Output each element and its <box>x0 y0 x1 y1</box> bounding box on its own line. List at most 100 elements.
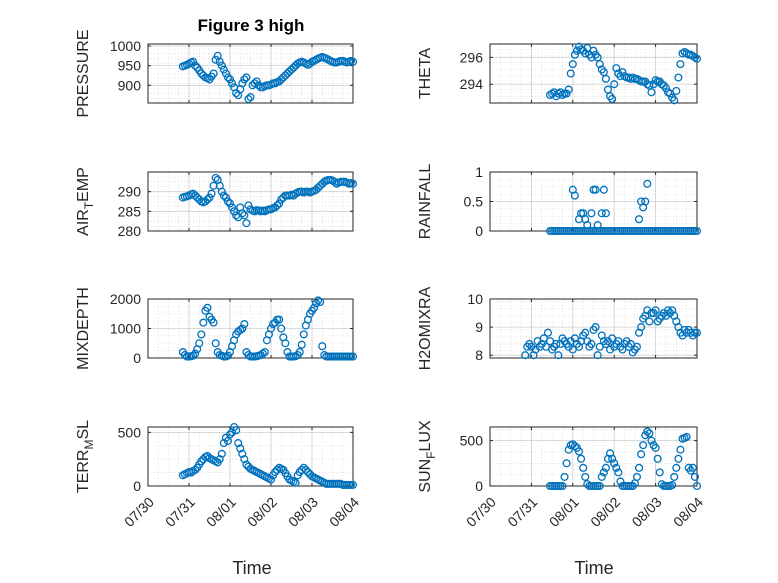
y-tick-label: 900 <box>118 77 142 93</box>
data-point <box>616 477 625 486</box>
data-point <box>558 481 567 491</box>
data-point <box>348 179 358 188</box>
data-point <box>348 352 358 361</box>
data-point <box>275 199 284 208</box>
data-point <box>291 478 300 487</box>
data-point <box>593 221 602 230</box>
y-tick-label: 1000 <box>110 321 141 337</box>
data-point <box>189 351 198 360</box>
y-tick-label: 0 <box>133 350 141 366</box>
data-point <box>240 211 249 220</box>
data-point <box>236 325 245 335</box>
data-point <box>217 61 226 70</box>
data-point <box>589 46 598 55</box>
y-axis-label-main: TERR <box>75 450 92 494</box>
y-axis-label-main: H2OMIXRA <box>417 286 434 370</box>
data-point <box>670 472 679 481</box>
data-point <box>645 317 654 326</box>
data-point <box>581 49 590 58</box>
data-point <box>219 439 228 448</box>
data-point <box>303 468 312 477</box>
series-markers <box>521 306 702 360</box>
data-point <box>258 349 267 358</box>
data-point <box>309 303 319 312</box>
data-point <box>221 69 230 78</box>
data-point <box>562 89 571 98</box>
axes-box <box>147 43 354 104</box>
y-tick-label: 0 <box>475 223 483 239</box>
y-axis-label: SUNFLUX <box>417 420 438 493</box>
data-point <box>653 454 662 463</box>
data-point <box>562 459 571 468</box>
data-point <box>581 328 590 337</box>
axes-box <box>489 43 698 104</box>
y-axis-label-subscript: M <box>82 440 96 450</box>
data-point <box>266 324 276 333</box>
data-point <box>301 465 310 474</box>
y-tick-label: 500 <box>118 424 142 440</box>
y-axis-label-main: SUN <box>417 459 434 493</box>
y-tick-label: 500 <box>460 433 484 449</box>
data-point <box>234 439 243 448</box>
y-tick-label: 290 <box>118 184 142 200</box>
data-point <box>637 323 646 332</box>
data-point <box>244 95 253 104</box>
data-point <box>643 179 652 188</box>
y-axis-label-rest: SL <box>75 420 92 440</box>
data-point <box>195 339 204 348</box>
data-point <box>587 209 596 218</box>
y-axis-label-rest: EMP <box>75 167 92 202</box>
data-point <box>521 351 530 360</box>
data-point <box>674 73 683 82</box>
y-tick-label: 2000 <box>110 291 141 307</box>
subplot-4: 0 0.5 1 RAINFALL <box>417 164 702 240</box>
data-point <box>197 457 206 466</box>
data-point <box>610 459 619 468</box>
data-point <box>316 297 325 307</box>
y-axis-label-main: RAINFALL <box>417 164 434 240</box>
axes-box <box>489 298 698 359</box>
y-axis-label-rest: LUX <box>417 420 434 451</box>
data-point <box>242 460 251 469</box>
data-point <box>639 441 648 450</box>
data-point <box>205 193 214 202</box>
data-point <box>187 468 196 477</box>
data-point <box>299 463 308 472</box>
data-point <box>595 60 604 69</box>
data-point <box>634 463 644 472</box>
data-point <box>244 201 253 210</box>
data-point <box>612 64 621 73</box>
data-point <box>587 339 596 349</box>
data-point <box>191 465 200 474</box>
data-point <box>281 339 290 348</box>
data-point <box>209 181 218 190</box>
data-point <box>283 348 292 357</box>
data-point <box>238 324 247 333</box>
data-point <box>215 57 224 66</box>
data-point <box>603 454 613 463</box>
data-point <box>246 93 255 102</box>
y-axis-label-subscript: T <box>82 201 96 209</box>
data-point <box>688 463 697 472</box>
data-point <box>672 86 681 95</box>
data-point <box>583 221 592 230</box>
series-markers <box>178 296 358 361</box>
data-point <box>651 443 660 452</box>
y-tick-label: 10 <box>467 291 483 307</box>
data-point <box>238 79 247 88</box>
data-point <box>570 442 579 451</box>
data-point <box>221 193 230 202</box>
data-point <box>570 191 579 200</box>
data-point <box>552 339 561 349</box>
data-point <box>570 50 579 59</box>
data-point <box>564 85 573 94</box>
data-point <box>238 209 247 218</box>
data-point <box>599 468 608 477</box>
data-point <box>692 54 702 63</box>
data-point <box>554 351 563 360</box>
data-point <box>297 340 306 349</box>
data-point <box>230 207 239 216</box>
data-point <box>566 69 575 78</box>
x-axis-label-right: Time <box>574 558 613 578</box>
data-point <box>577 454 586 463</box>
